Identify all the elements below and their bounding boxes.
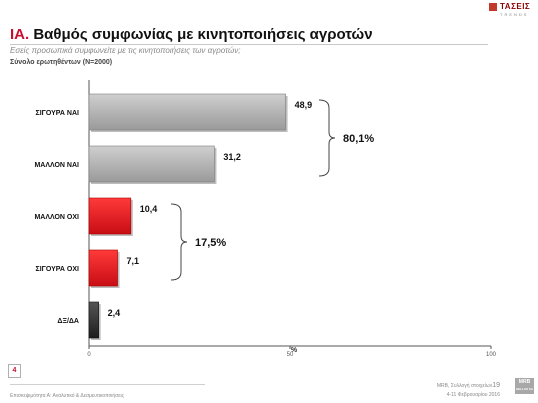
page-number: 4 [8, 364, 21, 378]
x-tick-label: 0 [87, 352, 91, 358]
category-label: ΜΑΛΛΟΝ ΟΧΙ [34, 214, 79, 221]
value-label: 10,4 [140, 204, 158, 214]
footer-caption: Επισκεψιμότητα Α: Αναλυτικό & Δεσμευτικο… [10, 393, 124, 399]
title-text: Βαθμός συμφωνίας με κινητοποιήσεις αγροτ… [33, 26, 373, 43]
value-label: 2,4 [108, 308, 121, 318]
trends-logo: ΤΑΣΕΙΣ TRENDS [489, 2, 535, 21]
mrb-logo-sub: HELLAS SA [515, 387, 533, 391]
logo-name: ΤΑΣΕΙΣ [500, 2, 531, 11]
bar [88, 197, 132, 235]
group-total-label: 80,1% [343, 133, 374, 145]
footer-divider [10, 384, 205, 385]
bar [88, 145, 215, 183]
x-tick-label: 100 [486, 352, 497, 358]
bar [88, 249, 118, 287]
category-label: ΣΙΓΟΥΡΑ ΟΧΙ [36, 266, 80, 273]
logo-mark-icon [489, 3, 497, 11]
bar [88, 301, 99, 339]
footer-source-line1: MRB, Συλλογή στοιχείων [436, 383, 493, 389]
footer-source-line2: 4-11 Φεβρουαρίου 2016 [446, 392, 500, 398]
bar [88, 93, 286, 131]
category-label: ΔΞ/ΔΑ [57, 318, 79, 325]
value-label: 7,1 [127, 256, 140, 266]
value-label: 31,2 [223, 152, 241, 162]
group-bracket [170, 203, 188, 281]
footer-source: MRB, Συλλογή στοιχείων19 4-11 Φεβρουαρίο… [380, 381, 500, 400]
value-label: 48,9 [295, 100, 313, 110]
group-bracket [318, 99, 336, 177]
category-label: ΜΑΛΛΟΝ ΝΑΙ [34, 162, 79, 169]
logo-subtext: TRENDS [500, 12, 529, 17]
group-total-label: 17,5% [195, 237, 226, 249]
title-divider [10, 44, 488, 45]
mrb-logo-text: MRB [518, 379, 531, 385]
category-label: ΣΙΓΟΥΡΑ ΝΑΙ [36, 110, 80, 117]
x-tick-label: 50 [287, 352, 294, 358]
sample-base: Σύνολο ερωτηθέντων (N=2000) [10, 59, 113, 66]
slide-title: ΙΑ. Βαθμός συμφωνίας με κινητοποιήσεις α… [10, 26, 373, 43]
slide-number: 19 [492, 382, 500, 389]
mrb-logo: MRB HELLAS SA [515, 378, 534, 394]
title-number: ΙΑ. [10, 26, 30, 43]
x-axis-label: % [291, 347, 298, 354]
question-text: Εσείς προσωπικά συμφωνείτε με τις κινητο… [10, 46, 241, 55]
